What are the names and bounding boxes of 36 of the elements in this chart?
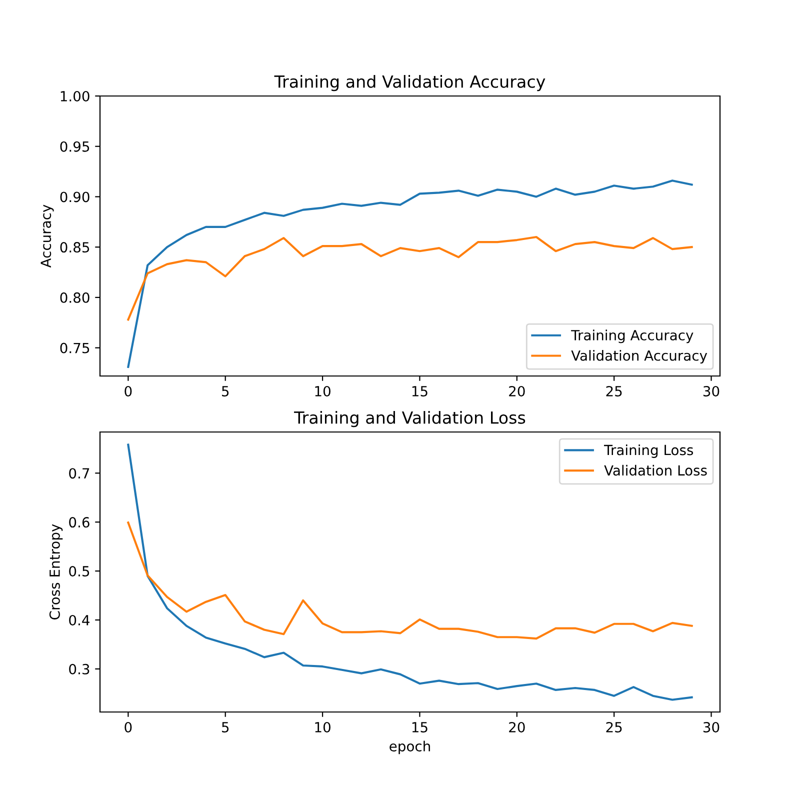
legend-label: Validation Accuracy xyxy=(571,350,708,364)
x-tick-label: 5 xyxy=(222,386,229,396)
y-tick-label: 0.5 xyxy=(69,566,90,576)
y-tick-label: 1.00 xyxy=(60,90,90,102)
y-tick-label: 0.80 xyxy=(60,292,90,303)
y-tick-label: 0.90 xyxy=(60,192,90,202)
x-tick-label: 10 xyxy=(315,386,330,396)
x-tick-label: 0 xyxy=(124,722,132,732)
chart-title: Training and Validation Loss xyxy=(294,411,526,428)
x-tick-label: 5 xyxy=(222,722,229,732)
x-tick-label: 15 xyxy=(412,722,428,732)
x-axis-title: epoch xyxy=(390,740,430,754)
y-tick-label: 0.85 xyxy=(60,242,90,253)
x-tick-label: 20 xyxy=(509,722,525,732)
x-tick-label: 0 xyxy=(124,386,132,396)
y-axis-title: Cross Entropy xyxy=(49,524,63,620)
y-tick-label: 0.7 xyxy=(69,468,90,479)
legend-label: Training Accuracy xyxy=(571,330,694,344)
line-series xyxy=(127,236,693,321)
x-tick-label: 25 xyxy=(606,386,622,396)
y-tick-label: 0.4 xyxy=(69,614,90,626)
x-tick-label: 30 xyxy=(703,386,720,396)
x-tick-label: 15 xyxy=(412,386,428,396)
chart-title: Training and Validation Accuracy xyxy=(274,75,546,92)
legend-label: Training Loss xyxy=(604,444,694,458)
x-tick-label: 25 xyxy=(606,722,622,732)
legend-label: Validation Loss xyxy=(604,464,707,476)
x-tick-label: 30 xyxy=(703,722,720,732)
line-series xyxy=(127,522,693,640)
y-axis-title: Accuracy xyxy=(40,204,54,268)
y-tick-label: 0.3 xyxy=(69,664,90,674)
x-tick-label: 10 xyxy=(315,722,330,732)
y-tick-label: 0.95 xyxy=(60,141,90,152)
x-tick-label: 20 xyxy=(509,386,525,396)
y-tick-label: 0.75 xyxy=(60,342,90,354)
y-tick-label: 0.6 xyxy=(69,517,90,528)
